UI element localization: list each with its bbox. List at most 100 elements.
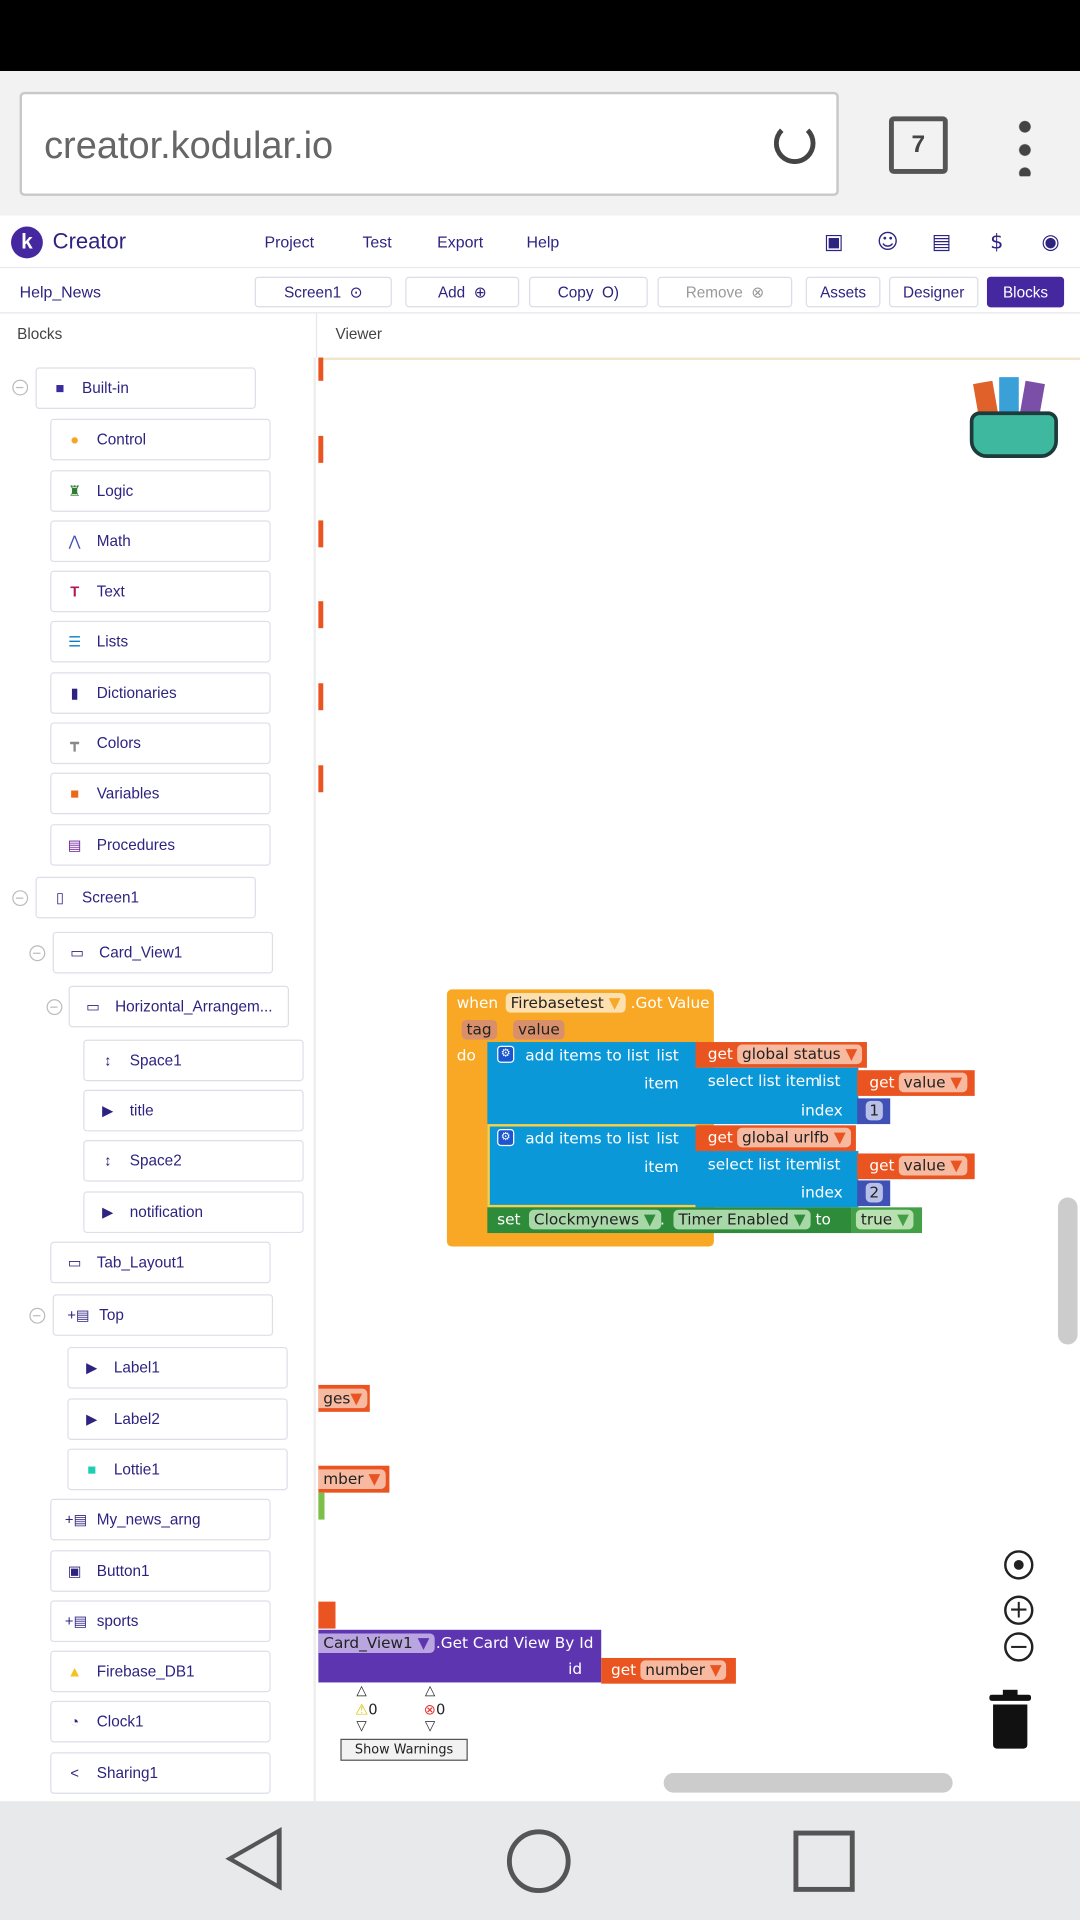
boolean-dropdown[interactable]: true ▼ — [855, 1209, 914, 1230]
menu-export[interactable]: Export — [437, 232, 484, 252]
offscreen-block[interactable] — [318, 357, 324, 381]
component-dropdown[interactable]: Firebasetest ▼ — [505, 993, 626, 1013]
number-block[interactable]: 1 — [857, 1098, 891, 1125]
warning-prev-button[interactable]: △ — [356, 1682, 367, 1699]
warning-next-button[interactable]: ▽ — [356, 1717, 367, 1734]
number-block[interactable]: 2 — [857, 1180, 891, 1207]
mutator-gear-icon[interactable]: ⚙ — [497, 1045, 515, 1063]
partial-variable-block[interactable]: mber ▼ — [318, 1465, 390, 1493]
partial-variable-block[interactable]: ges▼ — [318, 1384, 370, 1412]
tree-item-sharing1[interactable]: < Sharing1 — [50, 1752, 271, 1794]
tree-item-colors[interactable]: ┳ Colors — [50, 722, 271, 765]
collapse-icon[interactable] — [12, 379, 29, 396]
browser-menu-icon[interactable] — [1018, 115, 1032, 177]
tree-item-text[interactable]: T Text — [50, 570, 271, 613]
tree-item-firebase-db1[interactable]: ▲ Firebase_DB1 — [50, 1650, 271, 1693]
reload-icon[interactable] — [773, 122, 816, 165]
property-dropdown[interactable]: Timer Enabled ▼ — [673, 1209, 811, 1230]
set-timer-enabled-block[interactable]: set Clockmynews ▼ . Timer Enabled ▼ to — [487, 1207, 852, 1234]
offscreen-block[interactable] — [318, 765, 324, 793]
collapse-icon[interactable] — [46, 999, 63, 1016]
assets-button[interactable]: Assets — [805, 276, 881, 308]
tree-item-logic[interactable]: ♜ Logic — [50, 470, 271, 512]
variable-dropdown[interactable]: global status ▼ — [737, 1044, 863, 1065]
offscreen-block[interactable] — [318, 435, 324, 463]
address-bar[interactable]: creator.kodular.io — [19, 91, 839, 196]
remove-screen-button[interactable]: Remove ⊗ — [657, 276, 793, 308]
screen-selector[interactable]: Screen1 ⊙ — [254, 276, 392, 308]
get-global-urlfb-block[interactable]: get global urlfb ▼ — [695, 1125, 856, 1152]
back-icon[interactable] — [225, 1826, 282, 1891]
component-dropdown[interactable]: Card_View1 ▼ — [318, 1633, 435, 1654]
recenter-icon[interactable] — [1004, 1550, 1034, 1580]
trash-icon[interactable] — [989, 1689, 1032, 1749]
collapse-icon[interactable] — [29, 1307, 46, 1324]
param-tag[interactable]: tag — [461, 1020, 497, 1040]
show-warnings-button[interactable]: Show Warnings — [340, 1738, 468, 1761]
tree-item-title[interactable]: ▶ title — [83, 1089, 304, 1132]
get-card-view-by-id-block[interactable]: Card_View1 ▼ .Get Card View By Id id — [318, 1629, 602, 1683]
horizontal-scrollbar[interactable] — [663, 1773, 953, 1793]
tree-item-procedures[interactable]: ▤ Procedures — [50, 824, 271, 866]
tree-item-horizontal-arrangement[interactable]: ▭ Horizontal_Arrangem... — [68, 985, 289, 1028]
variable-dropdown[interactable]: value ▼ — [898, 1155, 968, 1176]
number-value[interactable]: 2 — [865, 1182, 883, 1203]
tree-item-label2[interactable]: ▶ Label2 — [67, 1398, 288, 1441]
zoom-in-icon[interactable]: + — [1004, 1595, 1034, 1625]
mutator-gear-icon[interactable]: ⚙ — [497, 1128, 515, 1147]
designer-button[interactable]: Designer — [888, 276, 979, 308]
component-dropdown[interactable]: Clockmynews ▼ — [528, 1209, 661, 1230]
variable-dropdown[interactable]: value ▼ — [898, 1072, 968, 1093]
tab-count-button[interactable]: 7 — [888, 116, 948, 174]
get-value-block[interactable]: get value ▼ — [857, 1153, 975, 1180]
home-icon[interactable] — [506, 1829, 571, 1894]
tree-item-label1[interactable]: ▶ Label1 — [67, 1346, 288, 1389]
recents-icon[interactable] — [793, 1830, 855, 1892]
tree-item-notification[interactable]: ▶ notification — [83, 1191, 304, 1234]
add-items-block-2[interactable]: ⚙ add items to list list item — [487, 1124, 698, 1208]
tree-item-clock1[interactable]: ◔ Clock1 — [50, 1700, 271, 1743]
collapse-icon[interactable] — [29, 945, 46, 962]
blocks-button[interactable]: Blocks — [986, 276, 1065, 308]
tree-item-math[interactable]: ⋀ Math — [50, 520, 271, 563]
select-list-item-block-1[interactable]: select list item list index — [695, 1067, 859, 1125]
variable-dropdown[interactable]: number ▼ — [640, 1660, 727, 1681]
offscreen-block[interactable] — [318, 520, 324, 548]
get-number-block[interactable]: get number ▼ — [601, 1657, 736, 1684]
community-icon[interactable]: ☺ — [876, 230, 899, 255]
tree-item-lists[interactable]: ☰ Lists — [50, 620, 271, 663]
tree-item-card-view1[interactable]: ▭ Card_View1 — [52, 931, 274, 974]
menu-help[interactable]: Help — [526, 232, 560, 252]
tree-item-dictionaries[interactable]: ▮ Dictionaries — [50, 672, 271, 714]
tree-item-tab-layout1[interactable]: ▭ Tab_Layout1 — [50, 1241, 271, 1284]
offscreen-block[interactable] — [318, 1601, 336, 1629]
get-global-status-block[interactable]: get global status ▼ — [695, 1042, 867, 1068]
param-value[interactable]: value — [513, 1020, 565, 1040]
variable-dropdown[interactable]: global urlfb ▼ — [737, 1127, 851, 1148]
tree-item-screen1[interactable]: ▯ Screen1 — [35, 876, 256, 919]
account-icon[interactable]: ◉ — [1041, 230, 1060, 255]
number-value[interactable]: 1 — [865, 1100, 883, 1121]
error-next-button[interactable]: ▽ — [424, 1717, 436, 1734]
project-folder-icon[interactable]: ▣ — [824, 230, 844, 255]
billing-icon[interactable]: $ — [990, 230, 1004, 255]
copy-screen-button[interactable]: Copy O) — [528, 276, 648, 308]
docs-icon[interactable]: ▤ — [931, 230, 952, 255]
collapse-icon[interactable] — [12, 890, 29, 907]
vertical-scrollbar[interactable] — [1057, 1197, 1078, 1345]
tree-item-sports[interactable]: +▤ sports — [50, 1600, 271, 1643]
menu-test[interactable]: Test — [362, 232, 392, 252]
offscreen-block[interactable] — [318, 683, 324, 711]
get-value-block[interactable]: get value ▼ — [857, 1070, 975, 1096]
zoom-out-icon[interactable]: − — [1004, 1632, 1034, 1662]
add-items-block-1[interactable]: ⚙ add items to list list item — [487, 1042, 696, 1125]
true-block[interactable]: true ▼ — [851, 1207, 923, 1234]
tree-item-button1[interactable]: ▣ Button1 — [50, 1550, 271, 1592]
error-prev-button[interactable]: △ — [424, 1682, 436, 1699]
backpack-icon[interactable] — [967, 377, 1060, 460]
tree-item-my-news-arng[interactable]: +▤ My_news_arng — [50, 1498, 271, 1541]
add-screen-button[interactable]: Add ⊕ — [405, 276, 520, 308]
tree-item-built-in[interactable]: ■ Built-in — [35, 367, 256, 409]
select-list-item-block-2[interactable]: select list item list index — [695, 1151, 859, 1208]
tree-item-control[interactable]: ● Control — [50, 418, 271, 461]
